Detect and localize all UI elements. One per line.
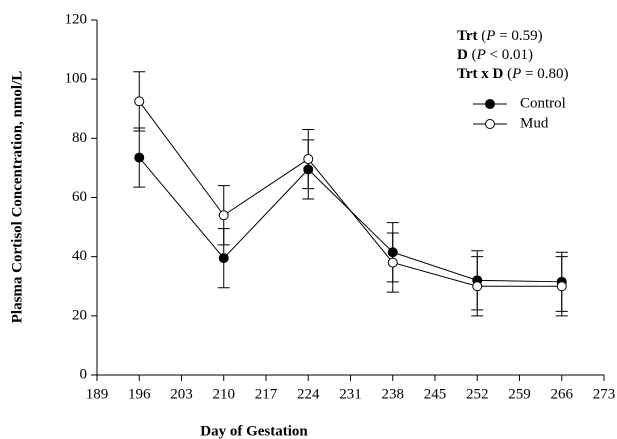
annotation: D (P < 0.01) [457, 47, 533, 63]
x-tick-label: 273 [593, 386, 616, 402]
y-tick-label: 100 [65, 71, 88, 87]
legend-marker [485, 119, 495, 129]
marker [218, 253, 229, 264]
x-tick-label: 259 [508, 386, 531, 402]
marker [134, 152, 145, 163]
x-tick-label: 210 [213, 386, 236, 402]
y-tick-label: 80 [72, 130, 87, 146]
x-tick-label: 252 [466, 386, 489, 402]
x-tick-label: 196 [128, 386, 151, 402]
marker [218, 210, 229, 221]
marker [387, 257, 398, 268]
y-tick-label: 120 [65, 11, 88, 27]
x-tick-label: 245 [424, 386, 447, 402]
annotation-part: D [457, 47, 468, 63]
x-axis-title: Day of Gestation [200, 423, 308, 439]
y-tick-label: 40 [72, 248, 87, 264]
legend-marker [485, 99, 495, 109]
annotation-part: P [476, 47, 486, 63]
x-tick-label: 189 [86, 386, 109, 402]
series-line [138, 101, 562, 287]
x-tick-label: 238 [382, 386, 405, 402]
x-tick-label: 203 [170, 386, 193, 402]
marker [556, 281, 567, 292]
marker [303, 164, 314, 175]
annotation-part: Trt [457, 28, 478, 44]
marker [472, 281, 483, 292]
annotation-part: ( [468, 47, 477, 63]
y-tick-label: 60 [72, 189, 87, 205]
x-tick-label: 266 [551, 386, 574, 402]
annotation-part: P [511, 66, 521, 82]
annotation-part: ( [503, 66, 512, 82]
x-tick-label: 231 [339, 386, 362, 402]
legend-label: Mud [520, 115, 549, 131]
annotation-part: = 0.80) [521, 66, 568, 82]
annotation-part: < 0.01) [486, 47, 533, 63]
y-tick-label: 20 [72, 307, 87, 323]
annotation-part: = 0.59) [495, 28, 542, 44]
annotation-part: ( [478, 28, 487, 44]
series-line [138, 157, 562, 283]
marker [303, 154, 314, 165]
legend-label: Control [520, 95, 566, 111]
annotation: Trt x D (P = 0.80) [457, 66, 569, 82]
y-axis-title: Plasma Cortisol Concentration, nmol/L [9, 71, 25, 324]
y-tick-label: 0 [80, 366, 88, 382]
annotation: Trt (P = 0.59) [457, 28, 543, 44]
x-tick-label: 224 [297, 386, 320, 402]
annotation-part: Trt x D [457, 66, 504, 82]
x-tick-label: 217 [255, 386, 278, 402]
marker [387, 247, 398, 258]
marker [134, 96, 145, 107]
annotation-part: P [485, 28, 495, 44]
